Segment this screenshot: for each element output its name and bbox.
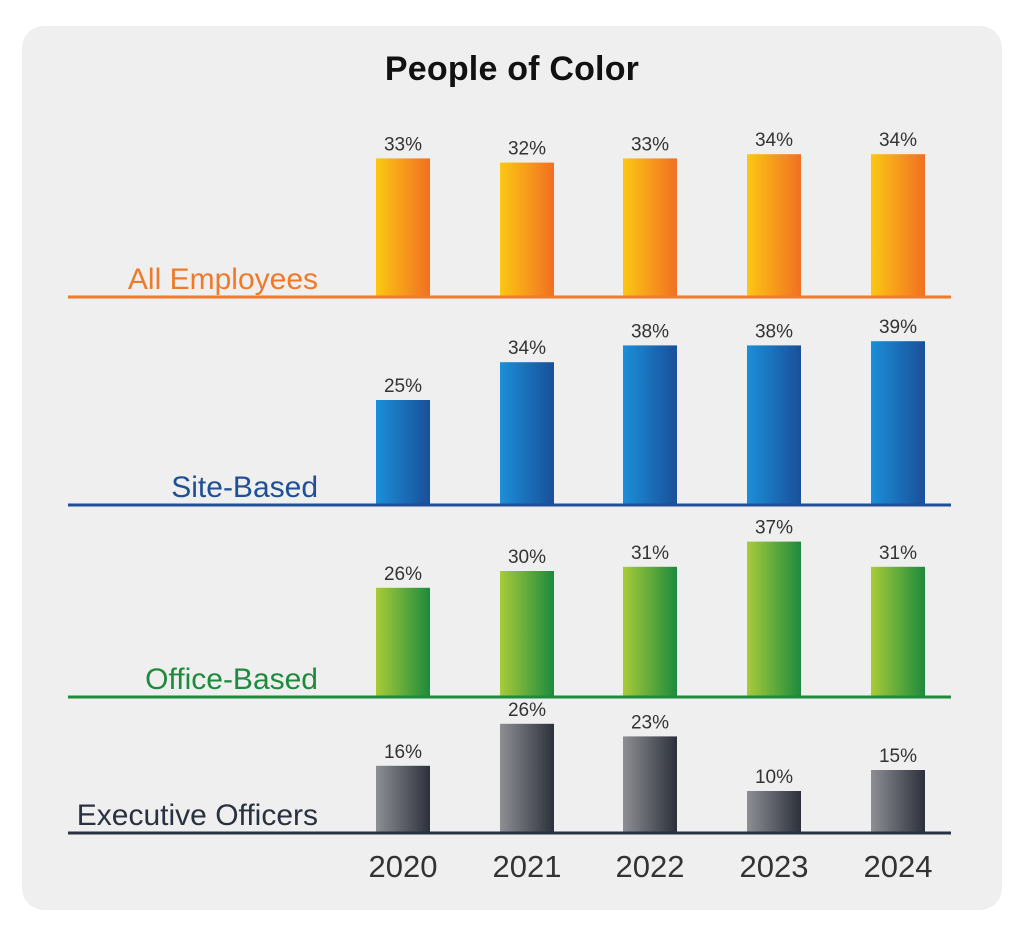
- bar: [747, 791, 801, 833]
- chart-title: People of Color: [384, 50, 640, 88]
- value-label: 15%: [879, 746, 917, 767]
- panel-office-based: Office-Based 26% 30% 31% 37% 31%: [68, 518, 951, 699]
- bar: [623, 736, 677, 833]
- value-label: 37%: [755, 518, 793, 539]
- bar: [871, 341, 925, 505]
- year-label: 2020: [369, 849, 438, 884]
- value-label: 25%: [384, 376, 422, 397]
- value-label: 26%: [384, 564, 422, 585]
- value-label: 26%: [508, 700, 546, 721]
- bar: [747, 541, 801, 697]
- bar: [376, 158, 430, 297]
- bar: [871, 154, 925, 297]
- panel-executive-officers: Executive Officers 16% 26% 23% 10% 15%: [68, 700, 951, 835]
- bar: [623, 345, 677, 505]
- value-label: 33%: [631, 134, 669, 155]
- panel-label: All Employees: [128, 263, 318, 296]
- year-label: 2023: [740, 849, 809, 884]
- bar: [500, 362, 554, 505]
- bar: [500, 162, 554, 297]
- value-label: 32%: [508, 139, 546, 160]
- value-label: 34%: [755, 130, 793, 151]
- bar: [376, 400, 430, 505]
- bar: [871, 770, 925, 833]
- value-label: 39%: [879, 317, 917, 338]
- year-label: 2024: [864, 849, 933, 884]
- year-label: 2022: [616, 849, 685, 884]
- value-label: 38%: [631, 321, 669, 342]
- value-label: 34%: [879, 130, 917, 151]
- value-label: 23%: [631, 712, 669, 733]
- bar: [871, 566, 925, 697]
- panel-label: Site-Based: [171, 471, 318, 504]
- bar: [500, 571, 554, 697]
- value-label: 31%: [879, 543, 917, 564]
- panel-all-employees: All Employees 33% 32% 33% 34% 34%: [68, 130, 951, 299]
- bar: [747, 345, 801, 505]
- value-label: 33%: [384, 134, 422, 155]
- value-label: 31%: [631, 543, 669, 564]
- bar: [376, 587, 430, 697]
- bar: [500, 723, 554, 833]
- value-label: 10%: [755, 767, 793, 788]
- panel-site-based: Site-Based 25% 34% 38% 38% 39%: [68, 317, 951, 507]
- bar: [623, 158, 677, 297]
- year-label: 2021: [493, 849, 562, 884]
- value-label: 38%: [755, 321, 793, 342]
- bar: [376, 765, 430, 833]
- value-label: 34%: [508, 338, 546, 359]
- value-label: 30%: [508, 547, 546, 568]
- bar: [747, 154, 801, 297]
- panel-label: Executive Officers: [77, 799, 318, 832]
- value-label: 16%: [384, 742, 422, 763]
- panel-label: Office-Based: [145, 663, 318, 696]
- bar: [623, 566, 677, 697]
